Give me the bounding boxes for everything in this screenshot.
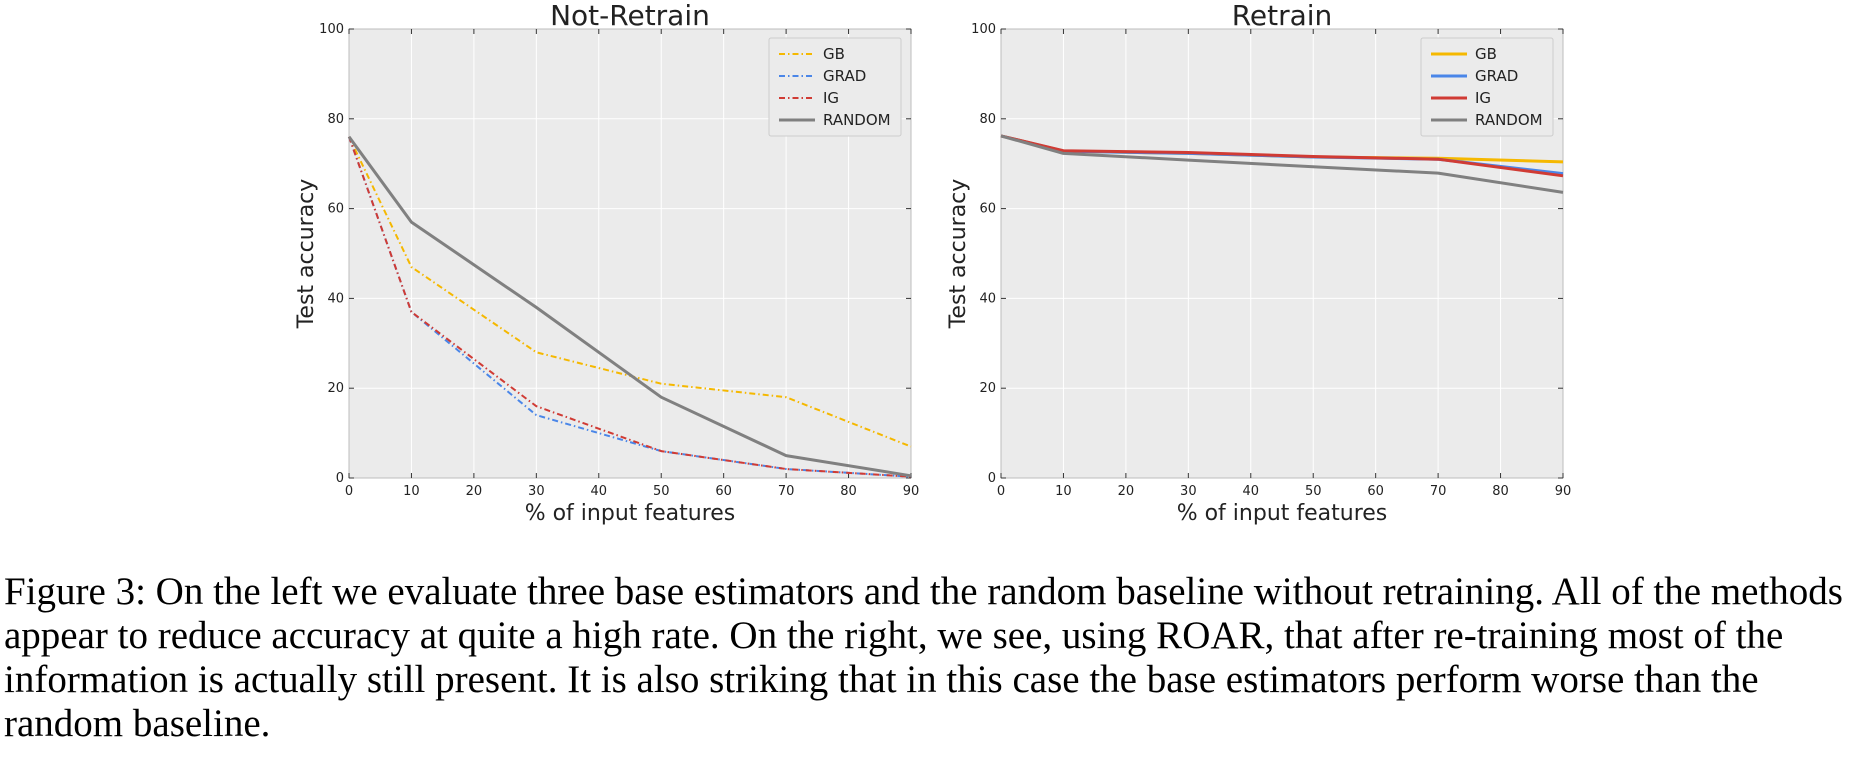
series-line-random [347, 135, 912, 478]
y-tick-label: 60 [327, 202, 344, 217]
y-tick-label: 0 [988, 471, 996, 486]
legend-label-grad: GRAD [823, 67, 866, 85]
legend-box [1420, 37, 1554, 137]
legend-label-ig: IG [823, 89, 839, 107]
series-line-ig [348, 136, 912, 478]
y-axis-label: Test accuracy [294, 179, 319, 330]
y-tick-label: 100 [971, 22, 996, 37]
y-tick-label: 40 [327, 291, 344, 306]
legend-box [768, 37, 902, 137]
x-tick-label: 50 [653, 484, 670, 499]
legend-label-random: RANDOM [1475, 111, 1543, 129]
plot-frame [348, 28, 912, 479]
x-tick-label: 40 [1243, 484, 1260, 499]
y-tick-label: 0 [336, 471, 344, 486]
x-tick-label: 60 [1367, 484, 1384, 499]
legend-label-random: RANDOM [823, 111, 891, 129]
chart-not-retrain: 0 10 20 30 40 50 60 70 80 90 0 20 40 60 80 100 Not-Retra… [294, 0, 919, 526]
chart-retrain: 0 10 20 30 40 50 60 70 80 90 0 20 40 60 80 100 Retrain % … [946, 0, 1571, 526]
y-tick-label: 80 [327, 112, 344, 127]
x-tick-label: 70 [778, 484, 795, 499]
y-axis-label: Test accuracy [946, 179, 971, 330]
legend-label-gb: GB [1475, 45, 1497, 63]
x-tick-label: 60 [715, 484, 732, 499]
chart-title: Retrain [1232, 0, 1333, 32]
x-tick-label: 20 [1118, 484, 1135, 499]
y-tick-label: 20 [327, 381, 344, 396]
x-tick-label: 80 [840, 484, 857, 499]
legend-label-gb: GB [823, 45, 845, 63]
y-tick-label: 80 [979, 112, 996, 127]
series-line-ig [1000, 134, 1564, 178]
series-line-gb [348, 136, 912, 448]
x-tick-label: 30 [528, 484, 545, 499]
x-tick-label: 90 [903, 484, 920, 499]
plot-frame [1000, 28, 1564, 479]
x-tick-label: 80 [1492, 484, 1509, 499]
chart-title: Not-Retrain [550, 0, 710, 32]
legend-label-ig: IG [1475, 89, 1491, 107]
x-tick-label: 0 [345, 484, 353, 499]
x-tick-label: 70 [1430, 484, 1447, 499]
series-line-random [1000, 134, 1564, 194]
y-tick-label: 100 [319, 22, 344, 37]
x-tick-label: 10 [1055, 484, 1072, 499]
y-tick-label: 40 [979, 291, 996, 306]
x-tick-label: 30 [1180, 484, 1197, 499]
x-tick-label: 0 [997, 484, 1005, 499]
x-tick-label: 90 [1555, 484, 1572, 499]
y-tick-label: 60 [979, 202, 996, 217]
x-tick-label: 20 [466, 484, 483, 499]
legend-label-grad: GRAD [1475, 67, 1518, 85]
x-axis-label: % of input features [1177, 501, 1388, 526]
x-tick-label: 10 [403, 484, 420, 499]
x-axis-label: % of input features [525, 501, 736, 526]
x-tick-label: 40 [591, 484, 608, 499]
x-tick-label: 50 [1305, 484, 1322, 499]
figure-caption: Figure 3: On the left we evaluate three … [4, 570, 1843, 745]
y-tick-label: 20 [979, 381, 996, 396]
